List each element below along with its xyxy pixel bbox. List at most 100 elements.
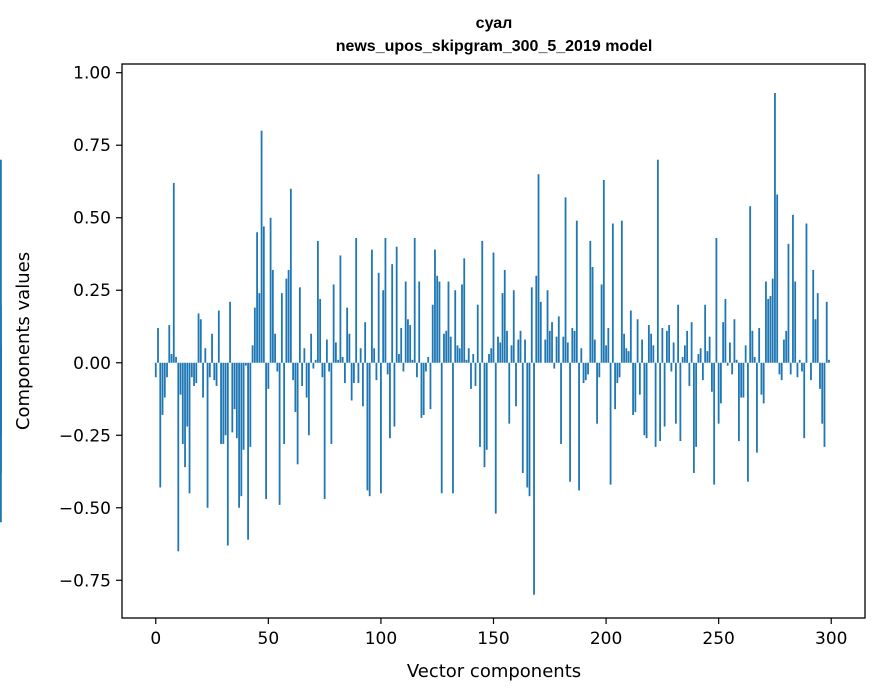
bar-20 bbox=[199, 319, 202, 363]
bar-92 bbox=[362, 362, 364, 407]
bar-164 bbox=[524, 339, 526, 363]
bar-278 bbox=[780, 362, 783, 381]
bar-108 bbox=[398, 354, 400, 363]
bar-11 bbox=[179, 362, 182, 395]
bar-38 bbox=[240, 362, 243, 497]
bar-9 bbox=[175, 356, 177, 363]
bar-192 bbox=[587, 362, 589, 375]
bar-218 bbox=[645, 362, 648, 439]
bar-201 bbox=[607, 327, 610, 363]
bar-265 bbox=[751, 330, 754, 363]
bar-46 bbox=[258, 293, 261, 363]
bar-258 bbox=[735, 359, 738, 363]
bar-224 bbox=[659, 362, 662, 442]
bar-198 bbox=[600, 284, 603, 363]
bar-137 bbox=[463, 258, 466, 363]
bar-237 bbox=[688, 362, 691, 386]
x-axis: 0 50 100 150 200 250 300 bbox=[150, 618, 847, 649]
bar-41 bbox=[247, 362, 249, 540]
bar-67 bbox=[305, 362, 308, 398]
bar-170 bbox=[537, 174, 540, 363]
bar-205 bbox=[616, 362, 619, 384]
bar-113 bbox=[409, 325, 412, 363]
bar-272 bbox=[767, 298, 770, 363]
bar-82 bbox=[339, 255, 342, 363]
bar-251 bbox=[720, 362, 722, 404]
bar-53 bbox=[274, 333, 276, 363]
bar-298 bbox=[825, 301, 828, 363]
bar-220 bbox=[650, 333, 653, 363]
y-tick-label: 0.75 bbox=[73, 136, 111, 156]
bar-136 bbox=[461, 284, 463, 363]
bar-112 bbox=[407, 319, 409, 363]
bar-140 bbox=[470, 362, 472, 389]
bar-68 bbox=[307, 362, 310, 436]
x-tick-label: 150 bbox=[477, 629, 509, 649]
bar-285 bbox=[796, 362, 799, 378]
bar-245 bbox=[706, 351, 709, 363]
bar-42 bbox=[249, 362, 252, 447]
bar-8 bbox=[172, 182, 175, 363]
bar-160 bbox=[515, 362, 517, 407]
bar-209 bbox=[625, 348, 628, 363]
bar-280 bbox=[785, 330, 788, 363]
bar-269 bbox=[760, 362, 763, 395]
bar-90 bbox=[357, 362, 360, 384]
bar-145 bbox=[481, 240, 484, 363]
bar-36 bbox=[235, 362, 238, 439]
bar-307 bbox=[0, 362, 2, 433]
bar-31 bbox=[224, 362, 227, 436]
bar-284 bbox=[794, 281, 797, 363]
bar-242 bbox=[699, 348, 702, 363]
bar-79 bbox=[332, 284, 335, 363]
bar-253 bbox=[724, 298, 727, 363]
bar-4 bbox=[163, 362, 166, 398]
bar-296 bbox=[821, 362, 824, 424]
bar-98 bbox=[375, 362, 378, 381]
bar-104 bbox=[389, 362, 391, 439]
bar-261 bbox=[742, 362, 745, 398]
bar-257 bbox=[733, 319, 736, 363]
bar-158 bbox=[510, 345, 513, 363]
bar-13 bbox=[184, 362, 186, 468]
bar-106 bbox=[393, 362, 396, 427]
bar-214 bbox=[636, 319, 639, 363]
bar-282 bbox=[789, 362, 792, 375]
bar-255 bbox=[729, 342, 731, 363]
bar-51 bbox=[269, 217, 272, 363]
y-axis: −0.75 −0.50 −0.25 0.00 0.25 0.50 0.75 1.00 bbox=[59, 64, 122, 591]
bar-118 bbox=[420, 362, 423, 418]
bar-123 bbox=[431, 304, 434, 363]
bar-189 bbox=[580, 348, 583, 363]
bar-65 bbox=[301, 362, 304, 386]
bar-91 bbox=[359, 348, 362, 363]
bar-233 bbox=[679, 362, 682, 442]
bar-37 bbox=[238, 362, 240, 508]
bar-230 bbox=[672, 342, 675, 363]
bar-122 bbox=[429, 362, 432, 410]
bar-85 bbox=[346, 307, 349, 363]
bar-3 bbox=[161, 362, 164, 415]
bar-142 bbox=[474, 362, 477, 386]
bar-52 bbox=[271, 269, 274, 363]
bar-297 bbox=[823, 362, 826, 447]
bar-156 bbox=[506, 330, 508, 363]
bar-306 bbox=[0, 304, 2, 363]
bar-244 bbox=[704, 304, 707, 363]
bar-121 bbox=[427, 356, 430, 363]
bar-64 bbox=[298, 287, 301, 363]
bar-26 bbox=[213, 362, 216, 381]
bar-159 bbox=[512, 290, 515, 363]
bar-187 bbox=[575, 220, 578, 363]
bar-43 bbox=[251, 345, 254, 363]
bar-286 bbox=[798, 359, 801, 363]
bar-283 bbox=[792, 214, 794, 363]
bar-2 bbox=[159, 362, 162, 488]
bar-229 bbox=[670, 362, 673, 372]
bar-18 bbox=[195, 362, 198, 384]
bar-95 bbox=[368, 362, 371, 497]
bar-208 bbox=[623, 333, 625, 363]
bar-100 bbox=[380, 362, 382, 494]
bar-161 bbox=[517, 339, 520, 363]
